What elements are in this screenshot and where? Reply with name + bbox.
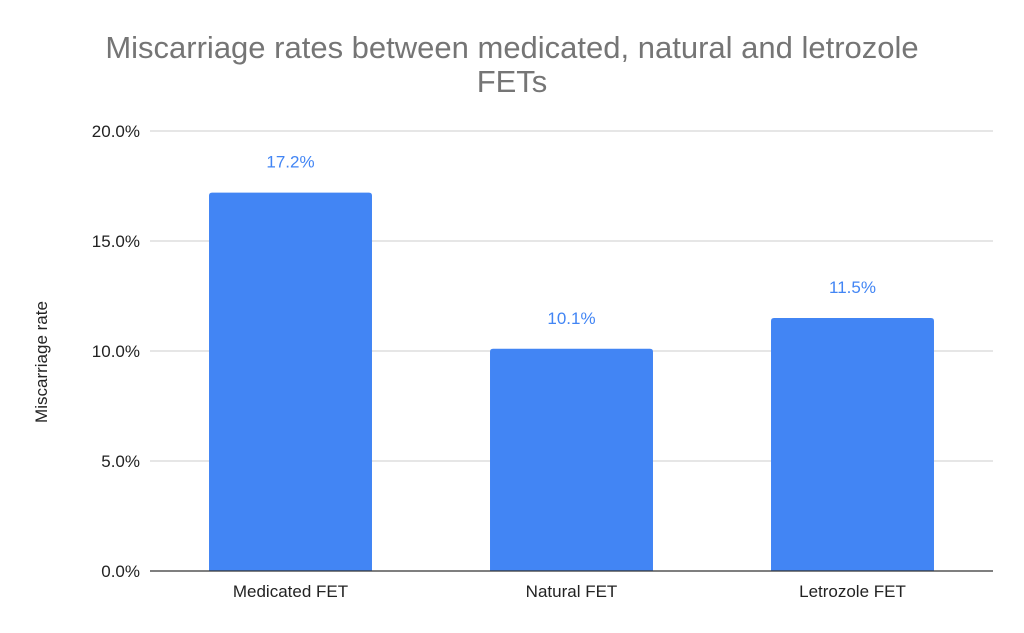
x-category-label: Medicated FET xyxy=(233,582,348,601)
x-axis-categories: Medicated FET Natural FET Letrozole FET xyxy=(233,582,906,601)
chart-title-line-2: FETs xyxy=(477,64,548,99)
y-tick-label: 20.0% xyxy=(92,122,140,141)
x-category-label: Letrozole FET xyxy=(799,582,906,601)
y-tick-label: 0.0% xyxy=(101,562,140,581)
bars xyxy=(209,192,934,571)
data-label: 11.5% xyxy=(829,278,876,297)
bar xyxy=(490,348,653,571)
chart-title-line-1: Miscarriage rates between medicated, nat… xyxy=(105,30,918,65)
x-category-label: Natural FET xyxy=(526,582,618,601)
bar xyxy=(209,192,372,571)
bar xyxy=(771,318,934,571)
y-tick-label: 5.0% xyxy=(101,452,140,471)
y-axis-title: Miscarriage rate xyxy=(32,301,51,423)
data-label: 10.1% xyxy=(547,309,595,328)
y-tick-label: 15.0% xyxy=(92,232,140,251)
data-labels: 17.2% 10.1% 11.5% xyxy=(266,153,876,328)
y-axis-ticks: 0.0% 5.0% 10.0% 15.0% 20.0% xyxy=(92,122,140,581)
y-tick-label: 10.0% xyxy=(92,342,140,361)
data-label: 17.2% xyxy=(266,153,314,172)
